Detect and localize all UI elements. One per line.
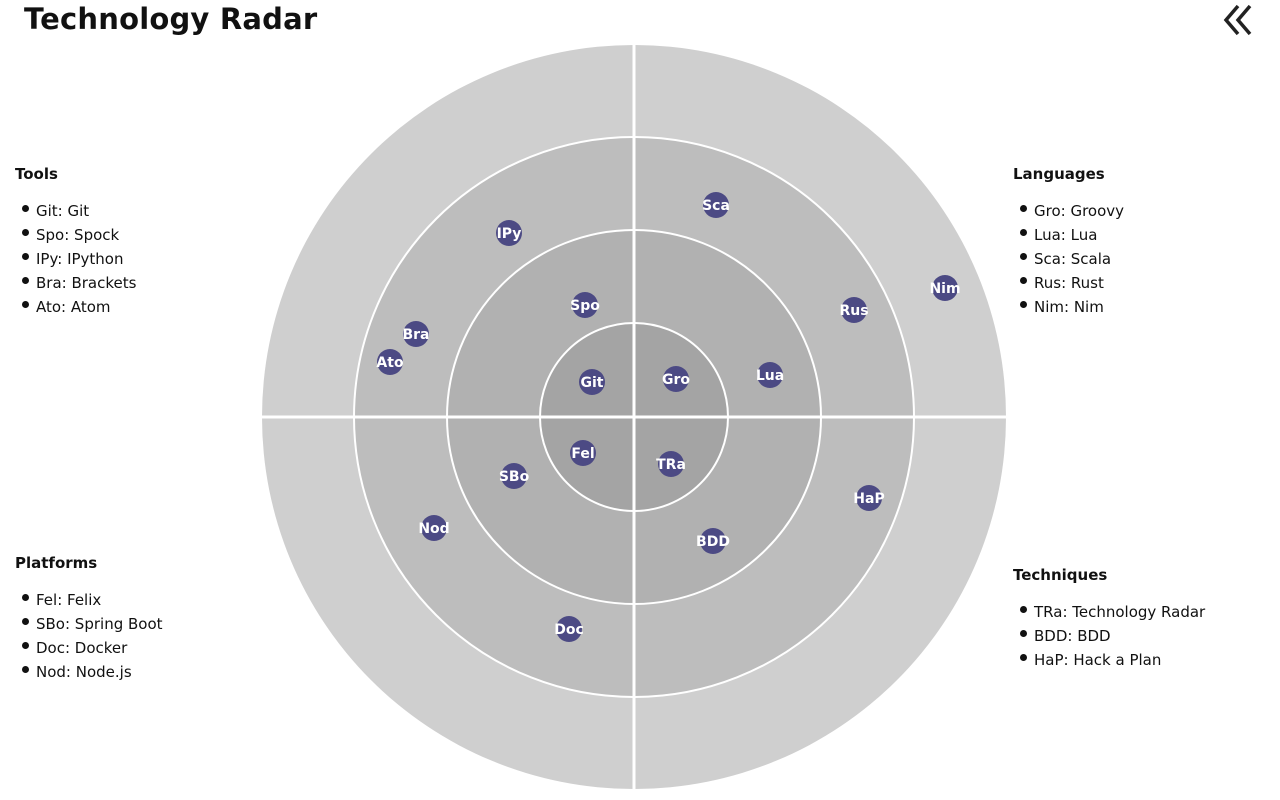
blip-circle: [501, 463, 527, 489]
blip-tra[interactable]: TRa: [656, 451, 686, 477]
blip-circle: [658, 451, 684, 477]
legend-item[interactable]: Sca: Scala: [1013, 247, 1243, 271]
blip-circle: [841, 297, 867, 323]
blip-spo[interactable]: Spo: [570, 292, 600, 318]
blip-lua[interactable]: Lua: [756, 362, 784, 388]
radar-rings: [262, 45, 1006, 790]
blip-circle: [403, 321, 429, 347]
blip-rus[interactable]: Rus: [839, 297, 869, 323]
collapse-button[interactable]: [1216, 0, 1264, 40]
blip-circle: [663, 366, 689, 392]
legend-item[interactable]: TRa: Technology Radar: [1013, 600, 1243, 624]
blip-label: Lua: [756, 368, 784, 384]
blip-label: SBo: [499, 469, 530, 485]
blip-git[interactable]: Git: [579, 369, 605, 395]
blip-label: HaP: [853, 491, 884, 507]
blip-circle: [579, 369, 605, 395]
blip-circle: [496, 220, 522, 246]
blip-sbo[interactable]: SBo: [499, 463, 530, 489]
legend-item[interactable]: Git: Git: [15, 199, 245, 223]
blip-label: Fel: [571, 446, 594, 462]
blip-circle: [700, 528, 726, 554]
legend-item[interactable]: BDD: BDD: [1013, 624, 1243, 648]
blip-bra[interactable]: Bra: [402, 321, 430, 347]
blip-label: Ato: [376, 355, 404, 371]
blip-nim[interactable]: Nim: [929, 275, 961, 301]
blip-circle: [932, 275, 958, 301]
legend-item[interactable]: Spo: Spock: [15, 223, 245, 247]
legend-item[interactable]: IPy: IPython: [15, 247, 245, 271]
legend-item[interactable]: Nim: Nim: [1013, 295, 1243, 319]
legend-group-platforms: Platforms Fel: Felix SBo: Spring Boot Do…: [15, 554, 245, 684]
legend-group-techniques: Techniques TRa: Technology Radar BDD: BD…: [1013, 566, 1243, 672]
blip-sca[interactable]: Sca: [702, 192, 730, 218]
blip-label: Rus: [839, 303, 868, 319]
blip-circle: [377, 349, 403, 375]
blip-label: TRa: [656, 457, 686, 473]
legend-heading-languages: Languages: [1013, 165, 1105, 183]
legend-list-platforms: Fel: Felix SBo: Spring Boot Doc: Docker …: [15, 588, 245, 684]
legend-item[interactable]: HaP: Hack a Plan: [1013, 648, 1243, 672]
blip-bdd[interactable]: BDD: [696, 528, 730, 554]
legend-heading-tools: Tools: [15, 165, 58, 183]
blip-circle: [703, 192, 729, 218]
legend-item[interactable]: Lua: Lua: [1013, 223, 1243, 247]
legend-item[interactable]: Ato: Atom: [15, 295, 245, 319]
blip-circle: [757, 362, 783, 388]
legend-item[interactable]: Fel: Felix: [15, 588, 245, 612]
legend-list-tools: Git: Git Spo: Spock IPy: IPython Bra: Br…: [15, 199, 245, 319]
legend-group-tools: Tools Git: Git Spo: Spock IPy: IPython B…: [15, 165, 245, 319]
blip-label: Gro: [662, 372, 690, 388]
legend-list-techniques: TRa: Technology Radar BDD: BDD HaP: Hack…: [1013, 600, 1243, 672]
blip-circle: [572, 292, 598, 318]
blip-label: Sca: [702, 198, 730, 214]
legend-item[interactable]: SBo: Spring Boot: [15, 612, 245, 636]
legend-item[interactable]: Nod: Node.js: [15, 660, 245, 684]
blip-hap[interactable]: HaP: [853, 485, 885, 511]
legend-item[interactable]: Bra: Brackets: [15, 271, 245, 295]
blip-gro[interactable]: Gro: [662, 366, 690, 392]
blip-circle: [856, 485, 882, 511]
blip-label: Git: [581, 375, 604, 391]
legend-item[interactable]: Doc: Docker: [15, 636, 245, 660]
blip-circle: [570, 440, 596, 466]
legend-group-languages: Languages Gro: Groovy Lua: Lua Sca: Scal…: [1013, 165, 1243, 319]
blip-fel[interactable]: Fel: [570, 440, 596, 466]
blip-circle: [421, 515, 447, 541]
blip-ipy[interactable]: IPy: [496, 220, 522, 246]
blip-label: BDD: [696, 534, 730, 550]
radar-blips: Git Spo IPy Bra Ato Gro Lua Sca Rus Nim Fel SBo Doc N…: [376, 192, 961, 642]
double-chevron-left-icon: [1223, 4, 1252, 36]
blip-label: Doc: [554, 622, 584, 638]
legend-list-languages: Gro: Groovy Lua: Lua Sca: Scala Rus: Rus…: [1013, 199, 1243, 319]
blip-label: Spo: [570, 298, 600, 314]
blip-label: Nim: [929, 281, 960, 297]
blip-circle: [556, 616, 582, 642]
blip-label: Bra: [402, 327, 429, 343]
legend-heading-techniques: Techniques: [1013, 566, 1108, 584]
legend-item[interactable]: Rus: Rust: [1013, 271, 1243, 295]
legend-heading-platforms: Platforms: [15, 554, 98, 572]
blip-nod[interactable]: Nod: [418, 515, 450, 541]
blip-doc[interactable]: Doc: [554, 616, 584, 642]
legend-item[interactable]: Gro: Groovy: [1013, 199, 1243, 223]
page-title: Technology Radar: [24, 2, 318, 36]
blip-label: IPy: [497, 226, 522, 242]
blip-label: Nod: [418, 521, 449, 537]
blip-ato[interactable]: Ato: [376, 349, 404, 375]
